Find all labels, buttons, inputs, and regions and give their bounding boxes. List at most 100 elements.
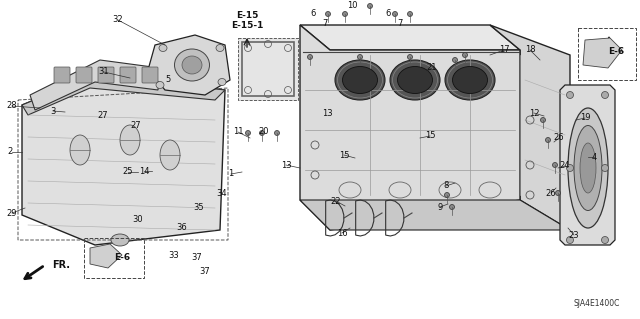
Text: 28: 28 bbox=[6, 101, 17, 110]
Ellipse shape bbox=[449, 204, 454, 210]
Text: 33: 33 bbox=[168, 250, 179, 259]
Ellipse shape bbox=[216, 44, 224, 51]
Text: 18: 18 bbox=[525, 46, 535, 55]
Ellipse shape bbox=[602, 236, 609, 243]
Text: 31: 31 bbox=[99, 68, 109, 77]
Text: 9: 9 bbox=[437, 203, 443, 211]
Ellipse shape bbox=[275, 130, 280, 136]
Ellipse shape bbox=[246, 130, 250, 136]
Text: 20: 20 bbox=[259, 127, 269, 136]
Ellipse shape bbox=[580, 143, 596, 193]
Text: 6: 6 bbox=[310, 9, 316, 18]
Ellipse shape bbox=[408, 55, 413, 60]
Ellipse shape bbox=[541, 117, 545, 122]
Text: 29: 29 bbox=[7, 209, 17, 218]
Text: E-6: E-6 bbox=[608, 48, 624, 56]
Ellipse shape bbox=[307, 55, 312, 60]
Ellipse shape bbox=[602, 92, 609, 99]
Text: 21: 21 bbox=[427, 63, 437, 72]
Ellipse shape bbox=[218, 78, 226, 85]
Text: 16: 16 bbox=[337, 228, 348, 238]
Text: 37: 37 bbox=[200, 268, 211, 277]
Ellipse shape bbox=[556, 190, 561, 196]
Polygon shape bbox=[90, 244, 122, 268]
Polygon shape bbox=[300, 25, 520, 230]
Bar bbox=[578, 28, 636, 80]
Text: 13: 13 bbox=[322, 108, 332, 117]
Polygon shape bbox=[583, 38, 622, 68]
Ellipse shape bbox=[335, 60, 385, 100]
Ellipse shape bbox=[445, 192, 449, 197]
Text: 36: 36 bbox=[177, 224, 188, 233]
Ellipse shape bbox=[452, 66, 488, 93]
Text: 25: 25 bbox=[123, 167, 133, 176]
Ellipse shape bbox=[182, 56, 202, 74]
FancyBboxPatch shape bbox=[142, 67, 158, 83]
Text: 24: 24 bbox=[560, 161, 570, 170]
Polygon shape bbox=[30, 60, 160, 110]
Text: 37: 37 bbox=[191, 254, 202, 263]
Polygon shape bbox=[300, 25, 520, 50]
Polygon shape bbox=[300, 200, 570, 230]
Ellipse shape bbox=[390, 60, 440, 100]
Text: E-15-1: E-15-1 bbox=[231, 20, 263, 29]
Ellipse shape bbox=[397, 66, 433, 93]
FancyBboxPatch shape bbox=[120, 67, 136, 83]
Ellipse shape bbox=[463, 53, 467, 57]
Ellipse shape bbox=[358, 55, 362, 60]
Text: 7: 7 bbox=[397, 19, 403, 27]
Ellipse shape bbox=[120, 125, 140, 155]
Ellipse shape bbox=[568, 108, 608, 228]
Ellipse shape bbox=[574, 125, 602, 211]
Ellipse shape bbox=[566, 236, 573, 243]
Text: E-6: E-6 bbox=[114, 254, 130, 263]
Ellipse shape bbox=[566, 165, 573, 172]
Polygon shape bbox=[238, 38, 298, 100]
Ellipse shape bbox=[159, 44, 167, 51]
Text: 23: 23 bbox=[569, 231, 579, 240]
Ellipse shape bbox=[367, 4, 372, 9]
Ellipse shape bbox=[70, 135, 90, 165]
Ellipse shape bbox=[392, 11, 397, 17]
Text: 15: 15 bbox=[339, 151, 349, 160]
Ellipse shape bbox=[342, 11, 348, 17]
Text: 10: 10 bbox=[347, 2, 357, 11]
Text: 8: 8 bbox=[444, 182, 449, 190]
Ellipse shape bbox=[342, 66, 378, 93]
Ellipse shape bbox=[552, 162, 557, 167]
Text: 27: 27 bbox=[98, 112, 108, 121]
Polygon shape bbox=[490, 25, 570, 230]
FancyBboxPatch shape bbox=[76, 67, 92, 83]
Text: 32: 32 bbox=[113, 16, 124, 25]
Polygon shape bbox=[560, 85, 615, 245]
Text: 26: 26 bbox=[554, 133, 564, 143]
Text: 13: 13 bbox=[281, 160, 291, 169]
Text: 7: 7 bbox=[323, 19, 328, 27]
Ellipse shape bbox=[602, 165, 609, 172]
Bar bbox=[84, 238, 144, 278]
Ellipse shape bbox=[111, 234, 129, 246]
Ellipse shape bbox=[452, 57, 458, 63]
Ellipse shape bbox=[566, 92, 573, 99]
Text: 19: 19 bbox=[580, 114, 590, 122]
Text: FR.: FR. bbox=[52, 260, 70, 270]
Text: 6: 6 bbox=[385, 9, 390, 18]
Text: 30: 30 bbox=[132, 216, 143, 225]
Text: 12: 12 bbox=[529, 108, 540, 117]
Ellipse shape bbox=[175, 49, 209, 81]
Ellipse shape bbox=[545, 137, 550, 143]
Text: 4: 4 bbox=[591, 152, 596, 161]
Text: 3: 3 bbox=[51, 107, 56, 115]
Text: E-15: E-15 bbox=[236, 11, 258, 19]
Ellipse shape bbox=[156, 81, 164, 88]
Text: 27: 27 bbox=[131, 121, 141, 130]
Text: SJA4E1400C: SJA4E1400C bbox=[573, 299, 620, 308]
Ellipse shape bbox=[160, 140, 180, 170]
Ellipse shape bbox=[445, 60, 495, 100]
FancyBboxPatch shape bbox=[98, 67, 114, 83]
Text: 34: 34 bbox=[217, 189, 227, 198]
Polygon shape bbox=[22, 75, 225, 115]
Text: 5: 5 bbox=[165, 76, 171, 85]
Text: 1: 1 bbox=[228, 169, 234, 179]
Text: 35: 35 bbox=[194, 204, 204, 212]
